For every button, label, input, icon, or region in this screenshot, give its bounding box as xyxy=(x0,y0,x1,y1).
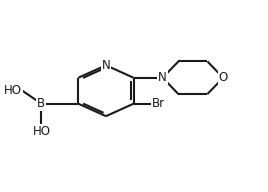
Text: N: N xyxy=(102,59,110,72)
Text: O: O xyxy=(219,71,228,84)
Text: Br: Br xyxy=(152,97,165,110)
Text: HO: HO xyxy=(4,84,22,97)
Text: B: B xyxy=(37,97,46,110)
Text: N: N xyxy=(158,71,167,84)
Text: HO: HO xyxy=(32,125,50,138)
